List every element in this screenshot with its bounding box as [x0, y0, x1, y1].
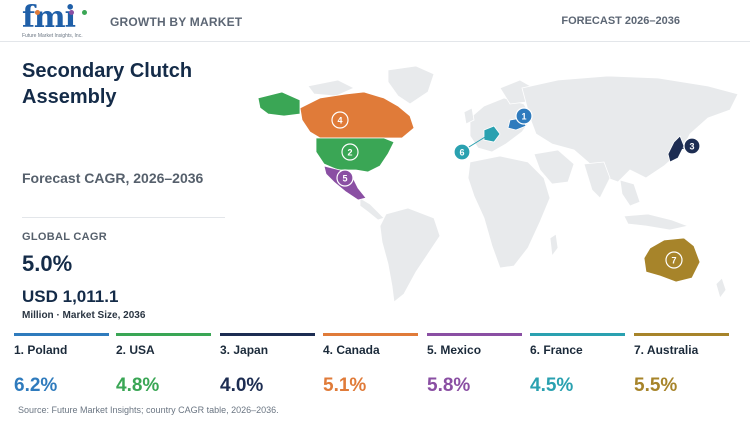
logo-dot-icon — [82, 10, 87, 15]
country-cagr: 4.5% — [530, 375, 574, 396]
market-size-value: USD 1,011.1 — [22, 287, 119, 306]
marker-label-poland: 1 — [521, 112, 526, 122]
country-name: 3. Japan — [220, 343, 269, 357]
logo-text: fmi — [22, 0, 76, 35]
country-card-australia: 7. Australia 5.5% — [634, 333, 729, 401]
land-middle-east — [533, 149, 575, 185]
marker-france: 6 — [453, 143, 471, 161]
country-card-france: 6. France 4.5% — [530, 333, 625, 401]
market-size-unit: Million · Market Size, 2036 — [22, 310, 146, 321]
marker-label-australia: 7 — [671, 256, 676, 266]
land-africa — [467, 155, 551, 269]
marker-usa: 2 — [341, 143, 359, 161]
marker-poland: 1 — [515, 107, 533, 125]
country-cagr: 6.2% — [14, 375, 58, 396]
land-southeast-asia — [619, 179, 641, 207]
country-cagr: 5.8% — [427, 375, 471, 396]
marker-label-usa: 2 — [347, 148, 352, 158]
land-central-america — [359, 197, 385, 221]
country-name: 6. France — [530, 343, 583, 357]
marker-label-mexico: 5 — [342, 174, 347, 184]
land-greenland — [387, 65, 435, 105]
marker-label-france: 6 — [459, 148, 464, 158]
country-cards: 1. Poland 6.2% 2. USA 4.8% 3. Japan 4.0%… — [0, 333, 750, 401]
global-cagr-label: GLOBAL CAGR — [22, 231, 107, 243]
card-accent-bar — [14, 333, 109, 336]
logo-dot-icon — [69, 10, 74, 15]
country-card-poland: 1. Poland 6.2% — [14, 333, 109, 401]
land-new-zealand — [715, 277, 727, 299]
country-card-usa: 2. USA 4.8% — [116, 333, 211, 401]
card-accent-bar — [220, 333, 315, 336]
fmi-logo: fmi Future Market Insights, Inc. — [22, 0, 92, 40]
source-note: Source: Future Market Insights; country … — [18, 405, 279, 415]
country-name: 4. Canada — [323, 343, 380, 357]
marker-label-japan: 3 — [689, 142, 694, 152]
marker-australia: 7 — [665, 251, 683, 269]
card-accent-bar — [634, 333, 729, 336]
country-card-japan: 3. Japan 4.0% — [220, 333, 315, 401]
card-accent-bar — [530, 333, 625, 336]
card-accent-bar — [323, 333, 418, 336]
page-title: Secondary Clutch Assembly — [22, 60, 193, 108]
country-cagr: 4.0% — [220, 375, 264, 396]
marker-label-canada: 4 — [337, 116, 342, 126]
country-name: 7. Australia — [634, 343, 699, 357]
country-alaska — [257, 91, 301, 117]
header-bar: fmi Future Market Insights, Inc. GROWTH … — [0, 0, 750, 42]
card-accent-bar — [116, 333, 211, 336]
country-cagr: 4.8% — [116, 375, 160, 396]
divider — [22, 217, 225, 218]
land-asia — [521, 75, 739, 183]
country-cagr: 5.5% — [634, 375, 678, 396]
land-arctic-islands — [307, 79, 355, 97]
country-name: 1. Poland — [14, 343, 68, 357]
land-uk — [463, 107, 475, 125]
marker-japan: 3 — [683, 137, 701, 155]
logo-tagline: Future Market Insights, Inc. — [22, 33, 83, 39]
land-madagascar — [549, 233, 559, 258]
country-cagr: 5.1% — [323, 375, 367, 396]
forecast-label: FORECAST 2026–2036 — [561, 15, 680, 27]
card-accent-bar — [427, 333, 522, 336]
page-subtitle: Forecast CAGR, 2026–2036 — [22, 170, 204, 186]
country-name: 2. USA — [116, 343, 155, 357]
land-south-america — [379, 207, 441, 303]
country-card-mexico: 5. Mexico 5.8% — [427, 333, 522, 401]
marker-mexico: 5 — [336, 169, 354, 187]
country-card-canada: 4. Canada 5.1% — [323, 333, 418, 401]
country-canada — [299, 91, 415, 139]
section-label: GROWTH BY MARKET — [110, 15, 243, 29]
global-cagr-value: 5.0% — [22, 251, 73, 276]
country-france — [483, 125, 501, 143]
land-indonesia — [623, 213, 690, 231]
country-name: 5. Mexico — [427, 343, 482, 357]
country-japan — [667, 135, 685, 163]
land-india — [583, 161, 611, 199]
logo-dot-icon — [35, 10, 40, 15]
world-map: 1 2 3 4 5 6 7 — [257, 65, 739, 303]
marker-canada: 4 — [331, 111, 349, 129]
